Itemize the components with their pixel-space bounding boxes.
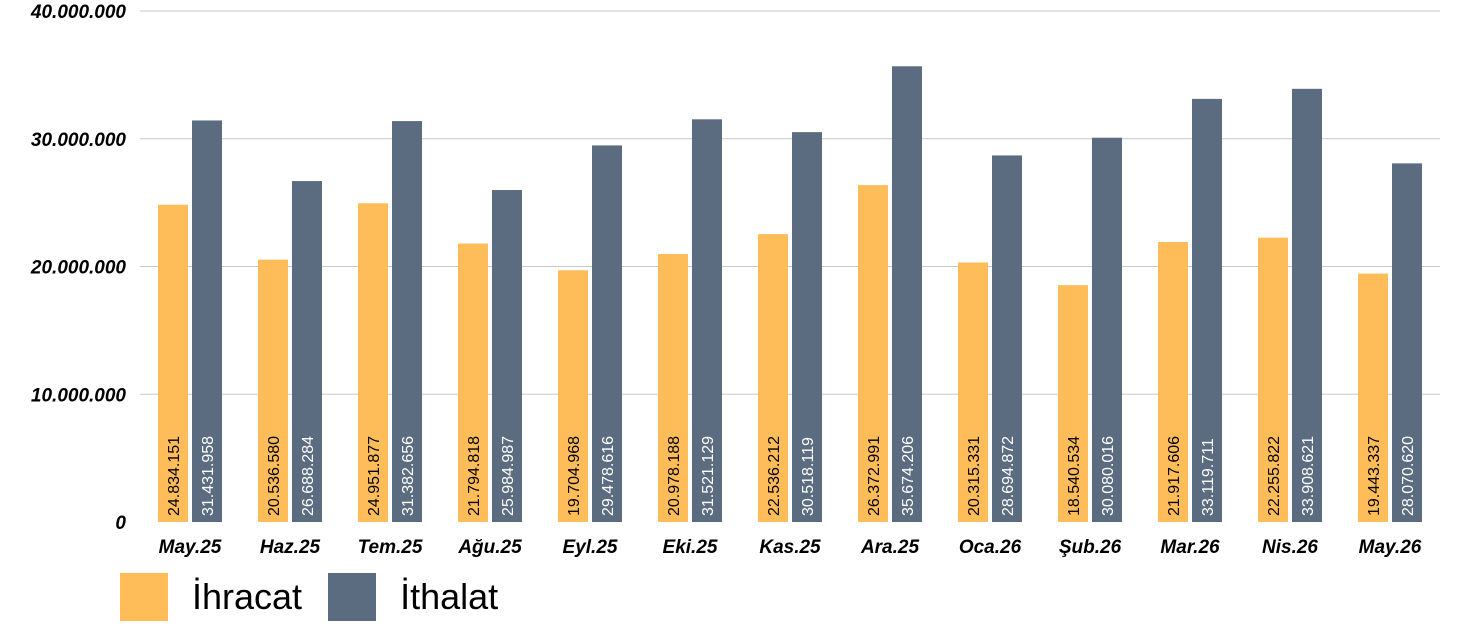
bar-ithalat xyxy=(392,121,422,522)
x-tick-label: May.26 xyxy=(1359,537,1422,558)
x-tick-label: Haz.25 xyxy=(260,537,321,558)
bar-ihracat xyxy=(758,234,788,522)
x-tick-label: Oca.26 xyxy=(959,537,1022,558)
data-label-ithalat: 31.521.129 xyxy=(700,436,717,516)
data-label-ihracat: 19.704.968 xyxy=(566,436,583,516)
data-label-ihracat: 19.443.337 xyxy=(1366,436,1383,516)
x-tick-label: May.25 xyxy=(159,537,222,558)
bar-ithalat xyxy=(792,132,822,522)
y-tick-label: 10.000.000 xyxy=(31,385,127,406)
data-label-ihracat: 24.834.151 xyxy=(166,436,183,516)
bar-ithalat xyxy=(492,190,522,522)
bar-ithalat xyxy=(892,66,922,522)
x-tick-label: Eyl.25 xyxy=(563,537,618,558)
x-tick-label: Kas.25 xyxy=(759,537,821,558)
bar-ihracat xyxy=(1358,273,1388,522)
bar-chart: 0 10.000.000 20.000.000 30.000.000 40.000.00… xyxy=(30,2,1440,558)
bar-ithalat xyxy=(992,155,1022,522)
data-label-ithalat: 30.518.119 xyxy=(800,437,817,516)
data-label-ihracat: 21.794.818 xyxy=(466,436,483,516)
data-label-ithalat: 29.478.616 xyxy=(600,436,617,516)
bar-ihracat xyxy=(958,262,988,522)
legend-item-ithalat: İthalat xyxy=(328,573,498,621)
gridlines xyxy=(140,10,1440,395)
legend-label-ihracat: İhracat xyxy=(192,576,303,617)
bar-ihracat xyxy=(858,185,888,523)
legend-item-ihracat: İhracat xyxy=(120,573,302,621)
data-label-ithalat: 25.984.987 xyxy=(500,436,517,516)
bar-ihracat xyxy=(658,254,688,522)
data-label-ithalat: 31.382.656 xyxy=(400,436,417,516)
y-tick-label: 30.000.000 xyxy=(31,130,127,151)
y-tick-label: 20.000.000 xyxy=(30,258,127,279)
x-tick-label: Mar.26 xyxy=(1160,537,1220,558)
data-label-ihracat: 20.978.188 xyxy=(666,436,683,516)
x-tick-label: Nis.26 xyxy=(1262,537,1318,558)
data-label-ihracat: 26.372.991 xyxy=(866,436,883,516)
bar-ithalat xyxy=(292,181,322,522)
data-label-ithalat: 31.431.958 xyxy=(200,436,217,516)
y-tick-label: 0 xyxy=(115,513,126,534)
data-label-ithalat: 35.674.206 xyxy=(900,436,917,516)
legend: İhracat İthalat xyxy=(120,573,524,621)
bar-ihracat xyxy=(558,270,588,522)
x-tick-label: Eki.25 xyxy=(663,537,718,558)
bars xyxy=(158,66,1422,523)
bar-ihracat xyxy=(258,259,288,522)
bar-ihracat xyxy=(1058,285,1088,522)
y-axis-ticks: 0 10.000.000 20.000.000 30.000.000 40.000.00… xyxy=(30,2,127,534)
x-tick-label: Ağu.25 xyxy=(457,537,522,558)
data-label-ihracat: 22.536.212 xyxy=(766,436,783,516)
bar-ithalat xyxy=(1292,88,1322,522)
data-label-ihracat: 21.917.606 xyxy=(1166,436,1183,516)
bar-ihracat xyxy=(158,204,188,522)
x-tick-label: Tem.25 xyxy=(358,537,423,558)
data-label-ihracat: 20.536.580 xyxy=(266,436,283,516)
legend-swatch-ithalat xyxy=(328,573,377,621)
data-label-ithalat: 28.070.620 xyxy=(1400,436,1417,516)
data-label-ihracat: 24.951.877 xyxy=(366,436,383,516)
x-tick-label: Şub.26 xyxy=(1059,537,1122,558)
data-label-ithalat: 33.119.711 xyxy=(1200,438,1217,516)
data-label-ithalat: 26.688.284 xyxy=(300,436,317,516)
data-label-ihracat: 22.255.822 xyxy=(1266,436,1283,516)
legend-swatch-ihracat xyxy=(120,573,168,621)
data-label-ihracat: 20.315.331 xyxy=(966,436,983,516)
bar-ihracat xyxy=(1158,242,1188,523)
data-label-ithalat: 28.694.872 xyxy=(1000,436,1017,516)
bar-ihracat xyxy=(358,203,388,522)
bar-ithalat xyxy=(1392,163,1422,522)
legend-label-ithalat: İthalat xyxy=(400,576,499,617)
bar-ithalat xyxy=(1092,137,1122,523)
data-label-ithalat: 33.908.621 xyxy=(1300,436,1317,516)
x-tick-label: Ara.25 xyxy=(860,537,920,558)
bar-ithalat xyxy=(592,145,622,522)
bar-ithalat xyxy=(692,119,722,523)
data-labels: 24.834.151 31.431.958 20.536.580 26.688.284… xyxy=(166,436,1417,516)
data-label-ithalat: 30.080.016 xyxy=(1100,436,1117,516)
bar-ithalat xyxy=(1192,98,1222,522)
bar-ihracat xyxy=(1258,237,1288,522)
y-tick-label: 40.000.000 xyxy=(30,2,127,23)
data-label-ihracat: 18.540.534 xyxy=(1066,436,1083,516)
bar-ihracat xyxy=(458,243,488,522)
bar-ithalat xyxy=(192,120,222,523)
x-axis-ticks: May.25 Haz.25 Tem.25 Ağu.25 Eyl.25 Eki.25 Kas.… xyxy=(159,537,1422,558)
